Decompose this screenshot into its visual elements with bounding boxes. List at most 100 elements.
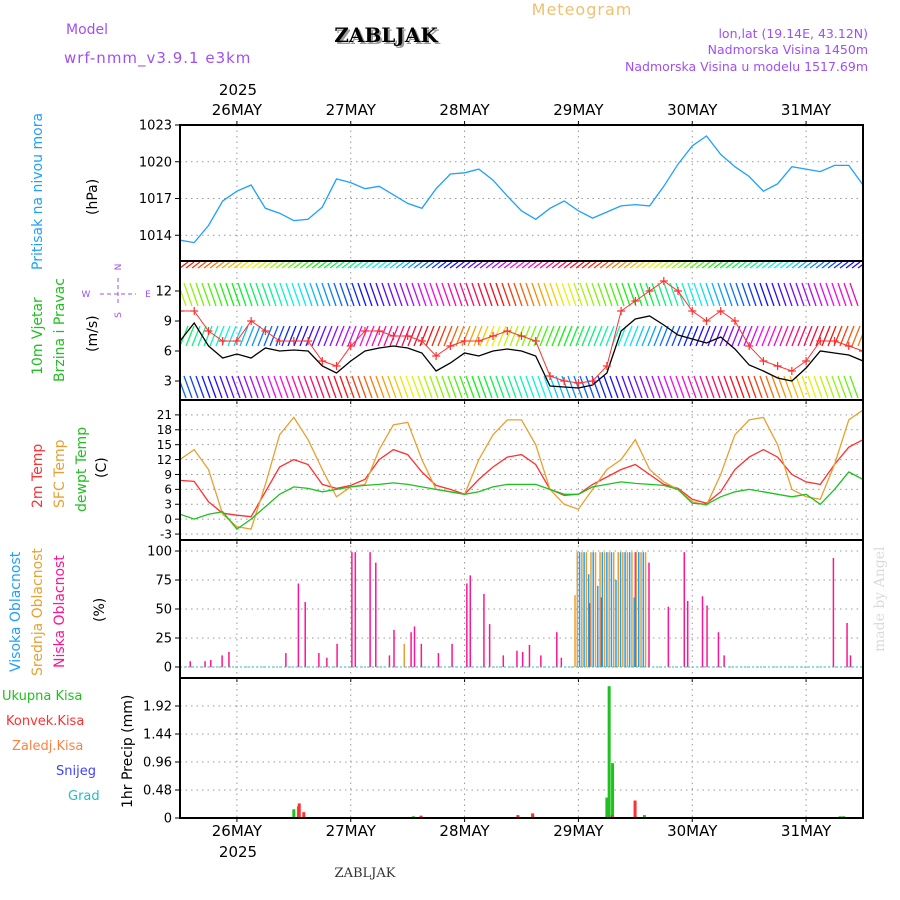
wind-direction-arrow [399,282,409,307]
pressure-unit: (hPa) [85,179,101,215]
wind-direction-arrow [269,261,279,269]
wind-direction-arrow [381,375,391,399]
2m-temp-line [180,439,863,518]
wind-direction-arrow [219,375,229,399]
wind-direction-arrow [651,375,661,399]
wind-direction-arrow [689,261,699,269]
wind-direction-arrow [551,325,561,347]
wind-direction-arrow [771,375,781,399]
wind-direction-arrow [657,282,667,307]
wind-direction-arrow [357,282,367,307]
wind-direction-arrow [423,282,433,307]
y-tick-label: 9 [164,468,172,482]
watermark: made by Angel [872,546,888,652]
wind-direction-arrow [833,325,843,347]
wind-direction-arrow [243,282,253,307]
wind-direction-arrow [405,282,415,307]
wind-direction-arrow [447,375,457,399]
gust-marker [631,297,640,305]
wind-direction-arrow [251,325,261,347]
y-tick-label: 0 [164,812,172,827]
wind-direction-arrow [479,261,489,269]
model-name: wrf-nmm_v3.9.1 e3km [64,49,251,68]
wind-direction-arrow [419,261,429,269]
wind-direction-arrow [443,325,453,347]
plot-area [180,552,863,668]
wind-direction-arrow [809,261,819,269]
wind-direction-arrow [507,282,517,307]
wind-direction-arrow [615,282,625,307]
wind-direction-arrow [225,375,235,399]
wind-direction-arrow [783,282,793,307]
wind-direction-arrow [180,261,189,269]
wind-direction-arrow [633,375,643,399]
cloud-legend-mid: Srednja Oblacnost [30,548,46,676]
wind-direction-arrow [663,282,673,307]
wind-direction-arrow [345,375,355,399]
precip-legend-hail: Grad [68,789,100,804]
wind-direction-arrow [581,325,591,347]
gust-marker [602,362,611,370]
wind-direction-arrow [827,261,837,269]
sfc-temp-line [180,409,863,530]
wind-direction-arrow [347,261,357,269]
wind-direction-arrow [285,375,295,399]
wind-direction-arrow [717,282,727,307]
wind-direction-arrow [659,325,669,347]
wind-direction-arrow [627,375,637,399]
wind-direction-arrow [545,325,555,347]
wind-unit: (m/s) [85,315,101,352]
gust-marker [688,307,697,315]
wind-direction-arrow [447,282,457,307]
gust-marker [517,332,526,340]
wind-direction-arrow [803,325,813,347]
wind-direction-arrow [789,375,799,399]
wind-direction-arrow [543,375,553,399]
wind-direction-arrow [443,261,453,269]
wind-direction-arrow [531,375,541,399]
wind-direction-arrow [573,282,583,307]
wind-direction-arrow [821,261,831,269]
wind-direction-arrow [477,375,487,399]
gust-marker [716,307,725,315]
wind-direction-arrow [213,375,223,399]
wind-direction-arrow [483,282,493,307]
wind-direction-arrow [663,375,673,399]
wind-direction-arrow [383,261,393,269]
wind-direction-arrow [357,375,367,399]
gust-marker [190,307,199,315]
bottom-date-label: 26MAY [212,822,263,840]
wind-direction-arrow [383,325,393,347]
wind-direction-arrow [737,261,747,269]
precip-bar [633,800,637,818]
gust-marker [474,337,483,345]
wind-direction-arrow [369,282,379,307]
wind-direction-arrow [203,325,213,347]
wind-title: 10m Vjetar [30,297,46,375]
wind-direction-arrow [417,282,427,307]
wind-direction-arrow [435,282,445,307]
wind-direction-arrow [773,325,783,347]
wind-direction-arrow [363,375,373,399]
wind-direction-arrow [239,261,249,269]
wind-direction-arrow [725,261,735,269]
wind-direction-arrow [669,375,679,399]
wind-direction-arrow [497,325,507,347]
wind-direction-arrow [603,375,613,399]
wind-direction-arrow [291,375,301,399]
wind-direction-arrow [557,261,567,269]
precip-bar [642,815,646,818]
wind-direction-arrow [455,325,465,347]
wind-direction-arrow [269,325,279,347]
wind-direction-arrow [621,282,631,307]
wind-direction-arrow [279,375,289,399]
wind-direction-arrow [699,375,709,399]
gust-marker [180,307,184,315]
wind-direction-arrow [180,396,181,398]
wind-direction-arrow [813,282,823,307]
wind-direction-arrow [255,375,265,399]
wind-direction-arrow [287,325,297,347]
wind-direction-arrow [621,375,631,399]
wind-direction-arrow [681,282,691,307]
panel-2: 3 6 9 12 [155,260,864,404]
